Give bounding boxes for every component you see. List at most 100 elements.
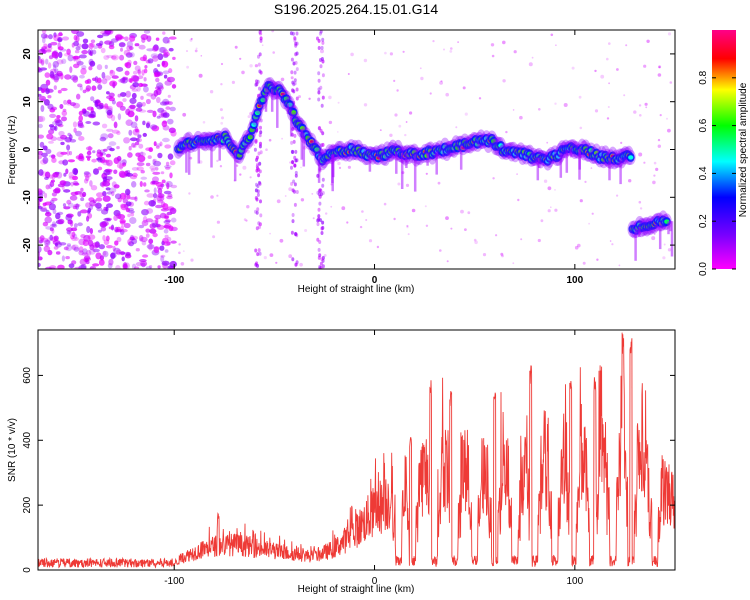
noise-blob bbox=[104, 64, 108, 69]
noise-blob bbox=[45, 148, 52, 155]
faint-point bbox=[298, 95, 301, 99]
noise-blob bbox=[129, 236, 136, 241]
noise-blob bbox=[113, 209, 121, 217]
faint-point bbox=[234, 45, 238, 49]
streak-point bbox=[259, 38, 263, 43]
faint-point bbox=[397, 182, 401, 186]
noise-blob bbox=[167, 118, 174, 125]
noise-blob bbox=[104, 159, 110, 163]
noise-blob bbox=[118, 42, 126, 48]
noise-blob bbox=[87, 49, 92, 55]
noise-blob bbox=[74, 266, 82, 269]
streak-point bbox=[320, 231, 324, 235]
noise-blob bbox=[89, 265, 97, 269]
streak-point bbox=[317, 71, 321, 76]
noise-blob bbox=[155, 223, 161, 228]
noise-blob bbox=[145, 233, 150, 238]
faint-point bbox=[646, 39, 650, 43]
noise-blob bbox=[164, 80, 172, 86]
noise-blob bbox=[99, 136, 107, 142]
noise-blob bbox=[146, 243, 155, 250]
streak-point bbox=[258, 144, 262, 149]
noise-blob bbox=[82, 38, 89, 44]
faint-point bbox=[368, 239, 373, 243]
streak-point bbox=[319, 265, 323, 269]
noise-blob bbox=[142, 120, 146, 126]
faint-point bbox=[182, 250, 185, 253]
noise-blob bbox=[49, 227, 54, 232]
faint-point bbox=[550, 33, 554, 37]
faint-point bbox=[464, 112, 468, 116]
streak-point bbox=[291, 188, 295, 193]
noise-blob bbox=[111, 99, 116, 105]
noise-blob bbox=[78, 54, 87, 59]
noise-blob bbox=[102, 195, 111, 202]
faint-point bbox=[272, 51, 276, 54]
streak-point bbox=[317, 46, 321, 50]
faint-point bbox=[209, 90, 214, 94]
noise-blob bbox=[108, 92, 115, 98]
noise-blob bbox=[80, 263, 87, 269]
faint-point bbox=[449, 50, 453, 53]
noise-blob bbox=[72, 205, 78, 210]
streak-point bbox=[316, 190, 320, 195]
faint-point bbox=[554, 189, 556, 191]
noise-blob bbox=[55, 119, 63, 127]
faint-point bbox=[639, 207, 643, 210]
faint-point bbox=[658, 65, 662, 69]
streak-point bbox=[255, 79, 258, 84]
noise-blob bbox=[125, 108, 131, 116]
noise-blob bbox=[106, 191, 113, 195]
noise-blob bbox=[108, 44, 115, 50]
noise-blob bbox=[65, 256, 70, 260]
streak-point bbox=[321, 37, 325, 42]
noise-blob bbox=[133, 144, 137, 148]
noise-blob bbox=[167, 94, 171, 98]
noise-blob bbox=[100, 226, 107, 232]
faint-point bbox=[337, 131, 339, 133]
noise-blob bbox=[56, 59, 64, 65]
noise-blob bbox=[78, 110, 84, 116]
noise-blob bbox=[154, 167, 159, 171]
streak-point bbox=[257, 248, 261, 253]
faint-point bbox=[520, 238, 523, 241]
noise-blob bbox=[154, 214, 162, 220]
noise-blob bbox=[140, 176, 148, 180]
noise-blob bbox=[163, 220, 171, 224]
noise-blob bbox=[74, 49, 80, 54]
noise-blob bbox=[131, 142, 136, 148]
noise-blob bbox=[140, 151, 144, 156]
faint-point bbox=[662, 256, 666, 260]
faint-point bbox=[379, 129, 382, 132]
streak-point bbox=[259, 130, 263, 135]
faint-point bbox=[467, 211, 471, 215]
noise-blob bbox=[160, 255, 165, 263]
noise-blob bbox=[81, 65, 87, 70]
noise-blob bbox=[161, 120, 168, 128]
streak-point bbox=[293, 81, 297, 86]
streak-point bbox=[321, 183, 325, 188]
noise-blob bbox=[62, 159, 69, 166]
noise-blob bbox=[96, 207, 103, 212]
noise-blob bbox=[167, 76, 175, 83]
streak-point bbox=[257, 62, 261, 67]
faint-point bbox=[543, 179, 548, 183]
streak-point bbox=[319, 218, 322, 223]
faint-point bbox=[376, 245, 380, 249]
noise-blob bbox=[45, 226, 52, 230]
noise-blob bbox=[131, 238, 138, 245]
noise-blob bbox=[76, 31, 85, 37]
noise-blob bbox=[153, 141, 157, 147]
noise-blob bbox=[166, 195, 173, 200]
noise-blob bbox=[162, 98, 170, 106]
noise-blob bbox=[128, 210, 135, 214]
noise-blob bbox=[62, 203, 67, 208]
colorbar-tick-label: 0.6 bbox=[698, 118, 709, 132]
noise-blob bbox=[89, 228, 93, 235]
noise-blob bbox=[159, 141, 163, 147]
streak-point bbox=[321, 131, 325, 136]
faint-point bbox=[450, 227, 453, 230]
streak-point bbox=[257, 151, 261, 156]
faint-point bbox=[331, 143, 335, 147]
noise-blob bbox=[75, 130, 82, 137]
